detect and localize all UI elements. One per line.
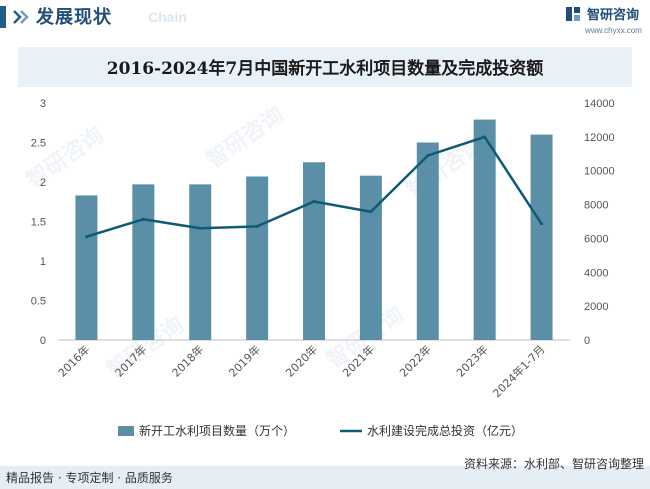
section-title: 发展现状: [36, 7, 112, 28]
chart: 0 0.5 1 1.5 2 2.5 3 0 2000 4000 6000 8000 10000 12000…: [31, 98, 615, 438]
y-left-tick-label: 3: [40, 98, 46, 110]
y-right-tick-label: 0: [584, 335, 590, 347]
section-title-en: Chain: [148, 9, 187, 25]
source-note: 资料来源：水利部、智研咨询整理: [463, 457, 644, 471]
y-left-tick-label: 0: [40, 335, 46, 347]
footer: 精品报告 · 专项定制 · 品质服务: [0, 466, 650, 489]
brand-logo-icon: [566, 7, 580, 21]
x-tick-label: 2020年: [283, 342, 320, 379]
y-left-tick-label: 1.5: [31, 217, 46, 229]
line-point: [255, 224, 259, 228]
line-point: [426, 154, 430, 158]
line-point: [84, 235, 88, 239]
y-left-tick-label: 2: [40, 177, 46, 189]
y-left-tick-label: 2.5: [31, 138, 46, 150]
chart-title-box: 2016-2024年7月中国新开工水利项目数量及完成投资额: [18, 47, 632, 87]
y-right-tick-label: 6000: [584, 233, 608, 245]
brand-name: 智研咨询: [587, 8, 640, 23]
legend-label-line: 水利建设完成总投资（亿元）: [367, 423, 523, 438]
bar: [132, 184, 155, 340]
line-point: [369, 210, 373, 214]
legend-label-bar: 新开工水利项目数量（万个）: [139, 423, 295, 438]
y-right-tick-label: 14000: [584, 98, 615, 110]
bar: [530, 134, 553, 340]
bar: [416, 142, 439, 340]
y-right-tick-label: 10000: [584, 166, 615, 178]
legend-swatch-bar: [118, 426, 134, 436]
y-left-tick-label: 0.5: [31, 296, 46, 308]
x-tick-label: 2017年: [112, 342, 149, 379]
double-chevron-icon: [13, 10, 29, 24]
y-right-tick-label: 2000: [584, 301, 608, 313]
bar: [303, 162, 325, 340]
bar: [473, 119, 496, 340]
x-tick-label: 2023年: [453, 342, 490, 379]
line-point: [483, 135, 487, 139]
x-tick-label: 2024年1-7月: [490, 342, 548, 400]
line-point: [141, 217, 145, 221]
y-left-tick-label: 1: [40, 256, 46, 268]
y-right-tick-label: 4000: [584, 267, 608, 279]
bar: [246, 176, 269, 340]
x-tick-label: 2016年: [55, 342, 92, 379]
bar: [359, 175, 382, 340]
line-point: [198, 226, 202, 230]
header-accent-bar: [0, 6, 6, 28]
line-point: [312, 199, 316, 203]
footer-slogan: 精品报告 · 专项定制 · 品质服务: [6, 471, 173, 485]
x-tick-label: 2019年: [226, 342, 263, 379]
y-right-tick-label: 12000: [584, 132, 615, 144]
y-right-tick-label: 8000: [584, 200, 608, 212]
chart-title: 2016-2024年7月中国新开工水利项目数量及完成投资额: [106, 59, 544, 79]
line-point: [540, 222, 544, 226]
bar: [189, 184, 212, 340]
brand-url: www.chyxx.com: [585, 26, 642, 35]
x-tick-label: 2021年: [340, 342, 377, 379]
header: 发展现状 Chain 智研咨询 www.chyxx.com: [0, 0, 650, 35]
x-tick-label: 2022年: [396, 342, 433, 379]
x-tick-label: 2018年: [169, 342, 206, 379]
bar: [75, 195, 98, 340]
